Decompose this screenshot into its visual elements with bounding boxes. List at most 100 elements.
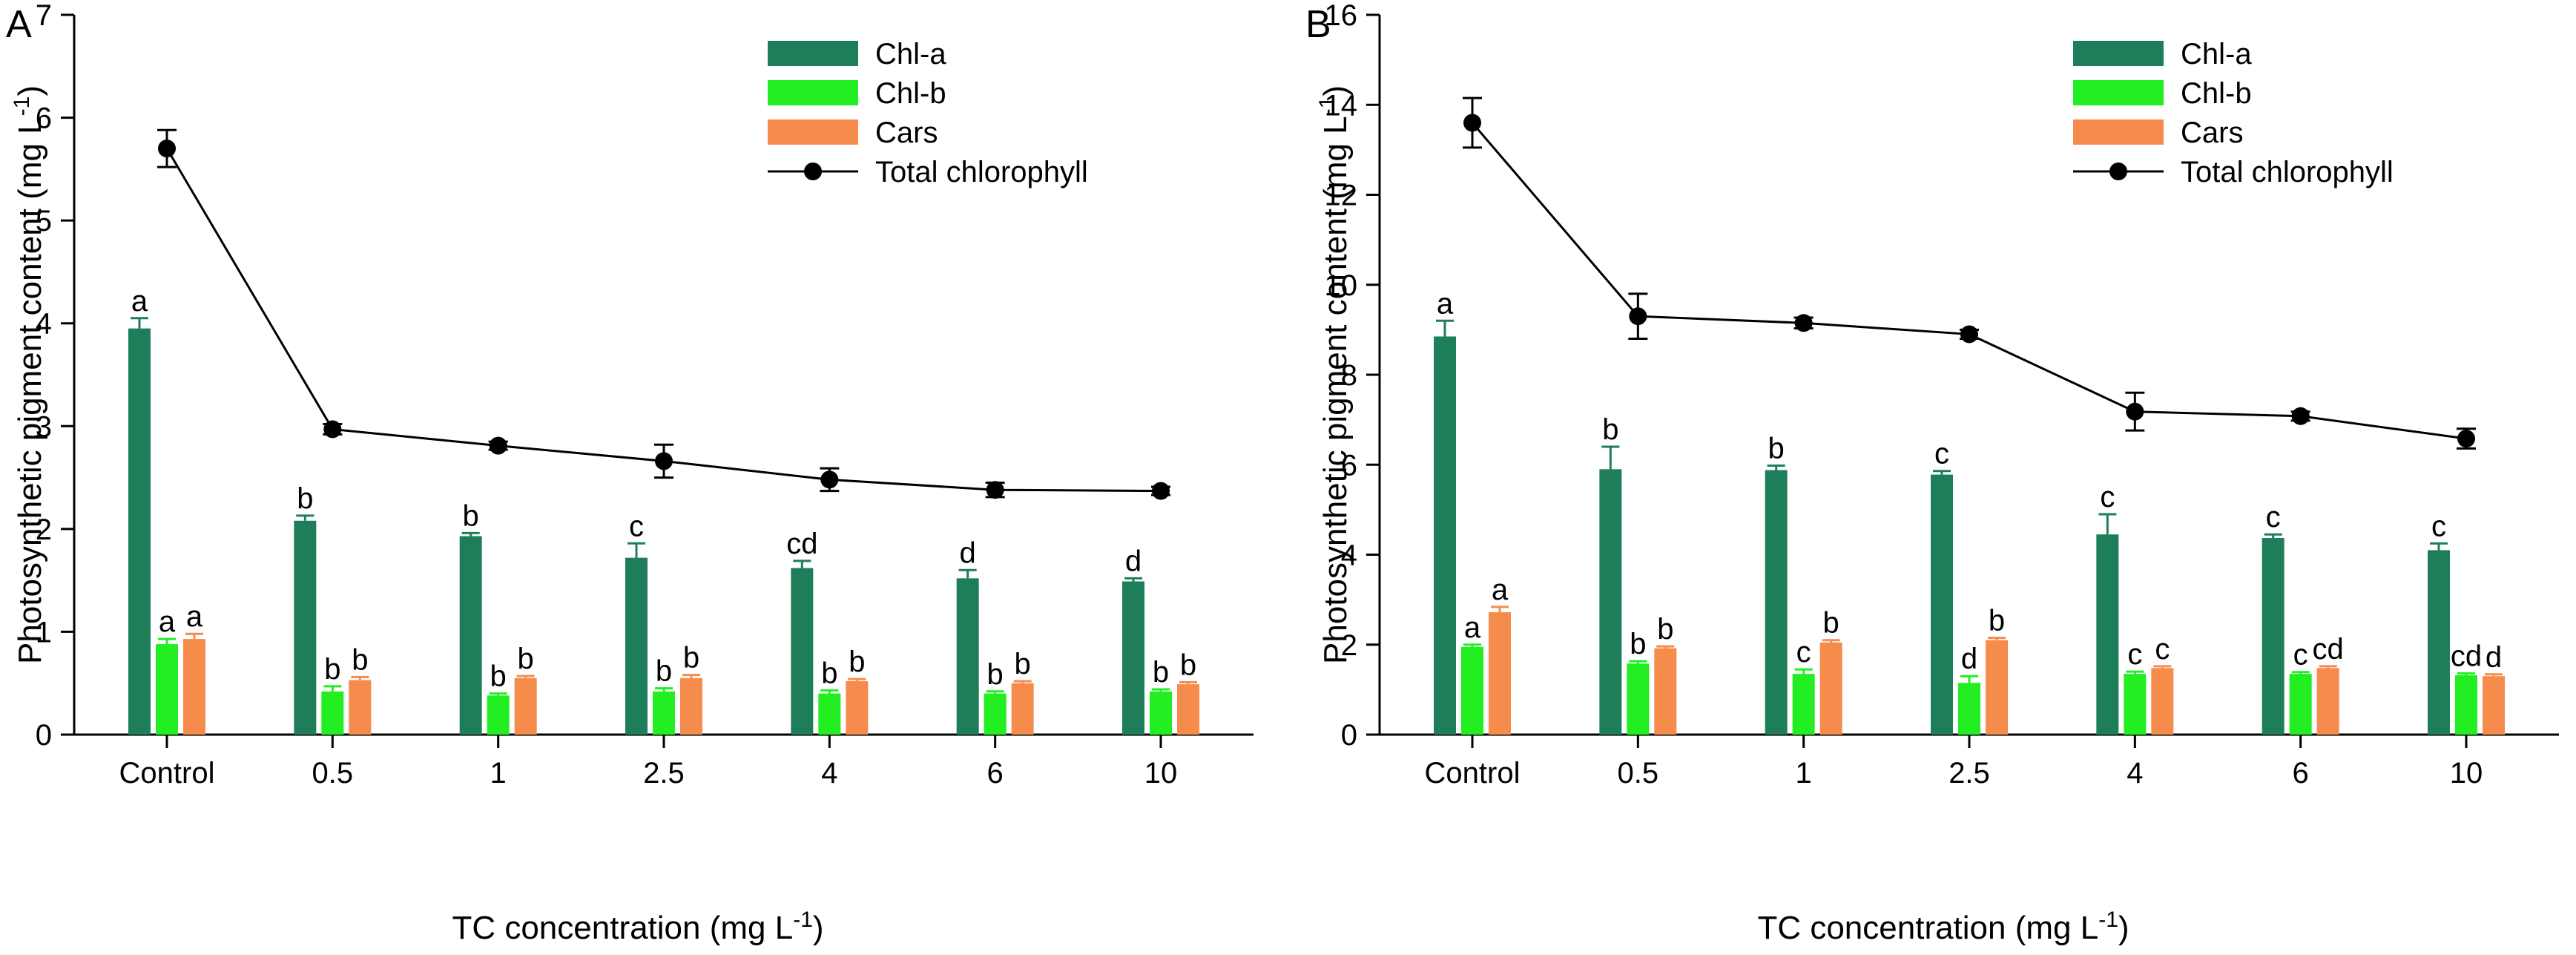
legend-label-b: Chl-b — [2181, 77, 2252, 110]
legend-label-a: Chl-b — [875, 77, 946, 110]
bar-cars-a — [846, 680, 869, 735]
y-tick-label-b: 4 — [1341, 539, 1357, 572]
significance-letter-b: b — [1823, 607, 1839, 640]
significance-letter-b: c — [2293, 639, 2308, 672]
significance-letter-b: cd — [2313, 633, 2344, 666]
total-chlorophyll-point-b — [2126, 402, 2144, 421]
legend-swatch-cars-a — [768, 119, 858, 145]
bar-cars-b — [2483, 676, 2505, 735]
total-chlorophyll-line-a — [165, 148, 1162, 493]
significance-letter-b: d — [2486, 641, 2502, 674]
bar-chl-a-b — [2262, 538, 2285, 735]
significance-letter-b: b — [1630, 628, 1646, 660]
x-tick-label-a: 6 — [987, 757, 1004, 790]
significance-letter-b: a — [1492, 574, 1509, 606]
y-tick-label-b: 8 — [1341, 359, 1357, 392]
bar-chl-b-a — [984, 693, 1007, 735]
bar-chl-a-a — [459, 536, 482, 735]
total-chlorophyll-point-b — [2291, 407, 2310, 425]
legend-label-b: Chl-a — [2181, 38, 2252, 70]
x-tick-label-b: 2.5 — [1949, 757, 1990, 790]
significance-letter-b: b — [1602, 413, 1618, 446]
total-chlorophyll-point-b — [1629, 307, 1647, 326]
y-tick-label-a: 7 — [36, 0, 52, 32]
total-chlorophyll-point-a — [158, 140, 176, 158]
bar-cars-b — [1986, 640, 2008, 735]
legend-swatch-chl-a-b — [2073, 41, 2164, 66]
significance-letter-a: c — [629, 510, 644, 542]
legend-swatch-chl-a-a — [768, 41, 858, 66]
significance-letter-a: b — [656, 655, 672, 688]
bar-chl-b-a — [653, 691, 675, 735]
legend-label-a: Chl-a — [875, 38, 946, 70]
total-chlorophyll-point-b — [1960, 325, 1978, 344]
significance-letter-a: b — [821, 657, 837, 689]
x-tick-label-a: 4 — [821, 757, 837, 790]
significance-letter-b: c — [2100, 481, 2115, 513]
bar-chl-a-b — [1765, 470, 1788, 735]
y-tick-label-a: 2 — [36, 513, 52, 546]
significance-letter-b: b — [1657, 613, 1673, 646]
x-tick-label-b: 0.5 — [1618, 757, 1659, 790]
bar-chl-a-a — [956, 578, 979, 735]
legend-label-b: Cars — [2181, 116, 2243, 149]
total-chlorophyll-point-a — [820, 470, 839, 489]
significance-letter-a: b — [1153, 656, 1169, 689]
bar-cars-b — [2151, 668, 2174, 735]
significance-letter-a: b — [987, 658, 1004, 691]
bar-cars-b — [2316, 668, 2339, 735]
significance-letter-a: b — [297, 482, 313, 515]
significance-letter-b: c — [2266, 501, 2281, 534]
significance-letter-b: c — [1796, 636, 1811, 669]
significance-letter-b: c — [2127, 638, 2142, 671]
significance-letter-b: a — [1437, 287, 1454, 320]
y-tick-label-b: 10 — [1325, 269, 1358, 302]
significance-letter-b: cd — [2451, 640, 2482, 673]
bar-cars-a — [680, 677, 702, 735]
bar-chl-b-a — [818, 693, 841, 735]
legend-swatch-chl-b-b — [2073, 80, 2164, 105]
total-chlorophyll-point-a — [323, 420, 342, 439]
significance-letter-a: cd — [786, 528, 817, 560]
legend-swatch-cars-b — [2073, 119, 2164, 145]
significance-letter-b: c — [2431, 510, 2446, 542]
bar-chl-a-a — [791, 568, 814, 735]
significance-letter-a: a — [131, 285, 148, 318]
legend-label-a: Total chlorophyll — [875, 156, 1088, 188]
bar-chl-a-a — [294, 520, 317, 735]
bar-cars-a — [1011, 683, 1034, 735]
total-chlorophyll-point-b — [1463, 114, 1481, 132]
x-tick-label-a: 2.5 — [643, 757, 685, 790]
total-chlorophyll-point-a — [1152, 482, 1170, 500]
bar-chl-b-b — [2289, 674, 2312, 735]
legend-label-b: Total chlorophyll — [2181, 156, 2394, 188]
total-chlorophyll-point-b — [1794, 314, 1813, 332]
total-chlorophyll-point-a — [986, 481, 1004, 499]
bar-cars-b — [1489, 612, 1511, 735]
bar-chl-a-a — [128, 328, 151, 735]
legend-swatch-chl-b-a — [768, 80, 858, 105]
bar-cars-a — [183, 639, 205, 735]
y-tick-label-a: 3 — [36, 410, 52, 443]
panel-label-a: A — [6, 3, 32, 46]
bar-cars-a — [349, 680, 372, 735]
y-tick-label-b: 6 — [1341, 449, 1357, 482]
bar-chl-b-b — [1627, 663, 1650, 735]
bar-cars-b — [1654, 648, 1677, 735]
bar-chl-b-b — [1958, 683, 1980, 735]
significance-letter-a: b — [490, 660, 507, 693]
x-tick-label-a: 1 — [490, 757, 507, 790]
significance-letter-b: d — [1961, 643, 1977, 675]
bar-chl-a-a — [625, 557, 648, 735]
legend-marker-total-chlorophyll-a — [804, 163, 822, 180]
significance-letter-a: a — [159, 606, 176, 638]
significance-letter-a: b — [849, 646, 865, 678]
significance-letter-a: b — [683, 642, 699, 675]
significance-letter-a: b — [518, 643, 534, 675]
x-axis-title-b: TC concentration (mg L-1) — [1757, 908, 2129, 946]
panel-label-b: B — [1305, 3, 1331, 46]
bar-chl-b-a — [321, 691, 344, 735]
significance-letter-b: a — [1464, 611, 1481, 644]
y-tick-label-b: 2 — [1341, 629, 1357, 662]
